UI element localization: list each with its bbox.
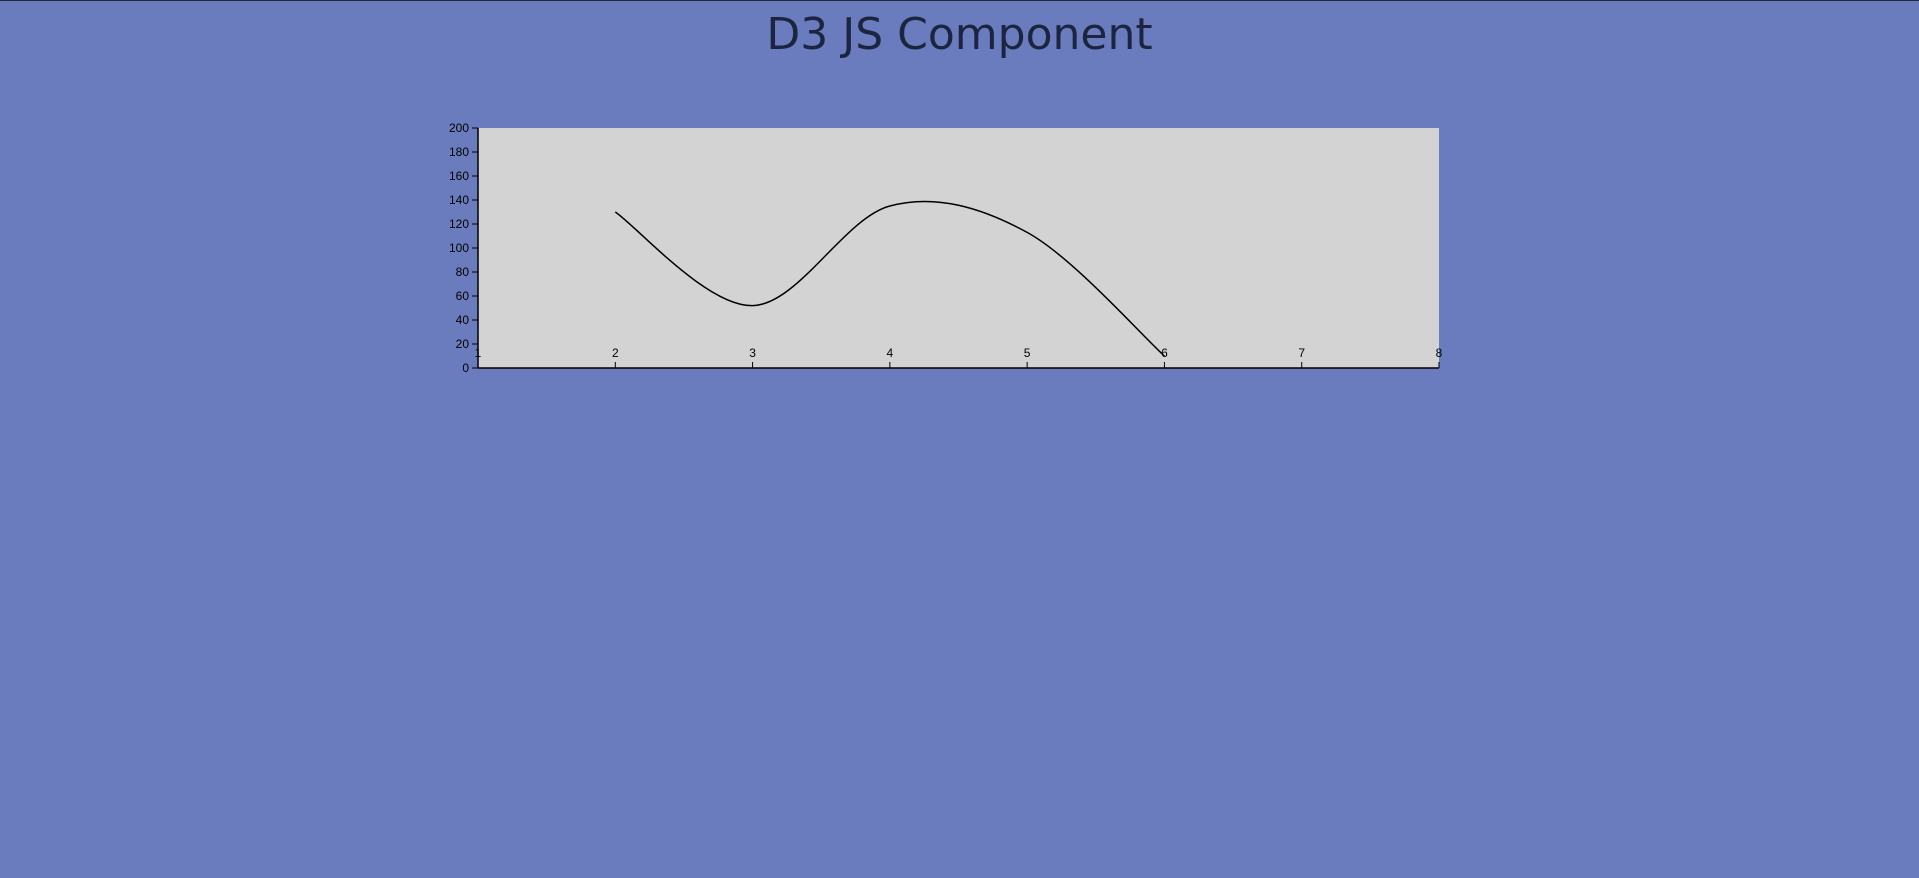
x-tick-label: 6 xyxy=(1161,346,1168,360)
y-tick-label: 160 xyxy=(449,169,469,183)
y-tick-label: 80 xyxy=(456,265,470,279)
x-tick-label: 2 xyxy=(612,346,619,360)
x-tick-label: 1 xyxy=(475,346,482,360)
y-tick-label: 20 xyxy=(456,337,470,351)
x-tick-label: 8 xyxy=(1436,346,1443,360)
y-tick-label: 40 xyxy=(456,313,470,327)
y-tick-label: 180 xyxy=(449,145,469,159)
page-title: D3 JS Component xyxy=(766,9,1153,60)
line-chart: 0 20 40 60 80 100 120 140 160 180 200 1 2 3 4 5 6 7 8 xyxy=(449,121,1443,375)
x-tick-label: 5 xyxy=(1024,346,1031,360)
y-tick-label: 200 xyxy=(449,121,469,135)
y-tick-label: 0 xyxy=(462,361,469,375)
plot-background xyxy=(478,128,1439,368)
y-axis: 0 20 40 60 80 100 120 140 160 180 200 xyxy=(449,121,479,375)
x-tick-label: 3 xyxy=(749,346,756,360)
x-axis: 1 2 3 4 5 6 7 8 xyxy=(475,346,1443,369)
y-tick-label: 60 xyxy=(456,289,470,303)
y-tick-label: 100 xyxy=(449,241,469,255)
y-tick-label: 140 xyxy=(449,193,469,207)
series-line xyxy=(614,200,1165,357)
x-tick-label: 7 xyxy=(1298,346,1305,360)
y-tick-label: 120 xyxy=(449,217,469,231)
x-tick-label: 4 xyxy=(887,346,894,360)
